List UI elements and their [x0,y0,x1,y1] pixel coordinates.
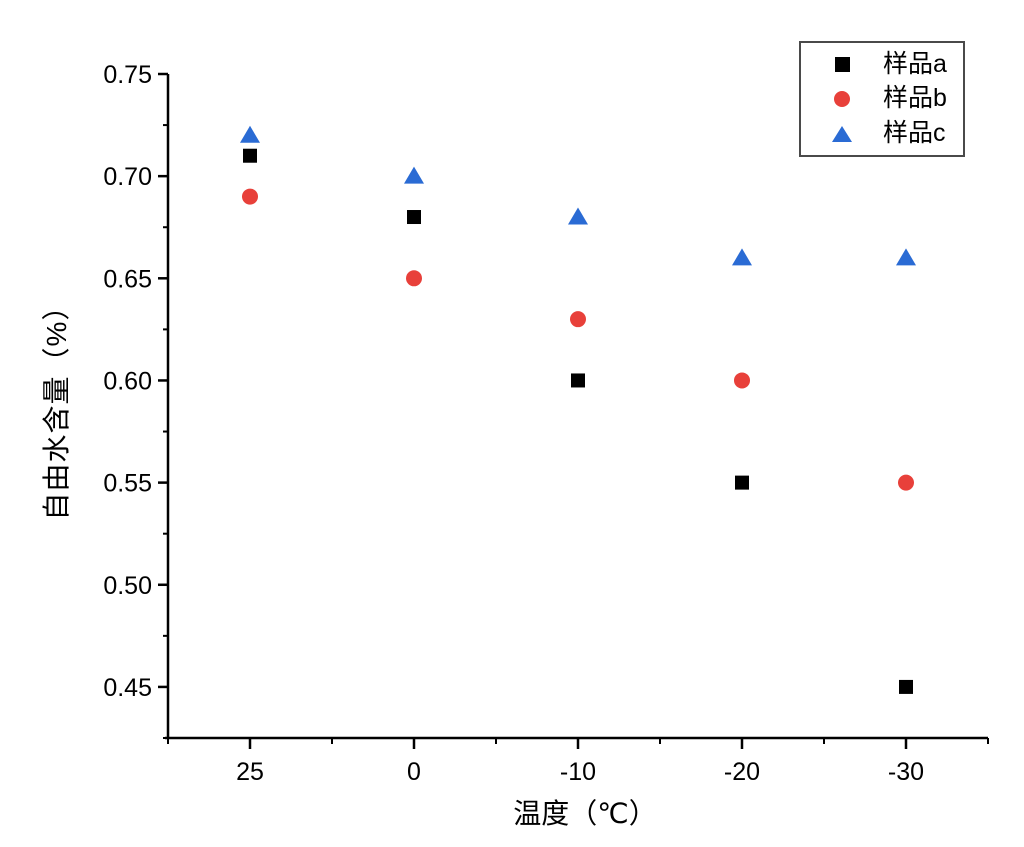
data-point-样品a [407,210,421,225]
y-tick-label: 0.60 [103,367,152,395]
data-point-样品c [896,248,916,266]
data-point-样品c [732,248,752,266]
triangle-marker-icon [832,125,852,142]
data-point-样品b [898,474,914,491]
x-axis-title: 温度（℃） [513,798,657,829]
data-point-样品a [571,373,585,388]
x-tick-label: -10 [560,758,596,786]
data-point-样品b [242,188,258,205]
y-tick-label: 0.50 [103,572,152,600]
x-tick-label: -30 [888,758,924,786]
legend-label: 样品c [883,119,946,148]
x-tick-label: 0 [407,758,421,786]
y-tick-label: 0.65 [103,265,152,293]
legend-label: 样品b [883,84,947,113]
legend-item-sample-c: 样品c [801,121,963,146]
x-tick-label: 25 [236,758,264,786]
y-axis-title: 自由水含量（%） [41,291,72,521]
legend-label: 样品a [883,49,947,78]
circle-marker-icon [834,90,850,107]
y-tick-label: 0.55 [103,470,152,498]
data-point-样品c [568,207,588,225]
y-tick-label: 0.70 [103,163,152,191]
y-tick-label: 0.45 [103,674,152,702]
data-point-样品a [899,679,913,694]
data-point-样品a [243,148,257,163]
legend-item-sample-a: 样品a [801,49,963,78]
data-point-样品b [734,372,750,389]
square-marker-icon [834,56,850,72]
y-tick-label: 0.75 [103,61,152,89]
data-point-样品c [404,166,424,184]
data-point-样品c [240,125,260,143]
legend: 样品a 样品b 样品c [799,41,965,157]
data-point-样品b [570,311,586,328]
data-point-样品b [406,270,422,287]
legend-item-sample-b: 样品b [801,86,963,111]
data-point-样品a [735,475,749,490]
x-tick-label: -20 [724,758,760,786]
